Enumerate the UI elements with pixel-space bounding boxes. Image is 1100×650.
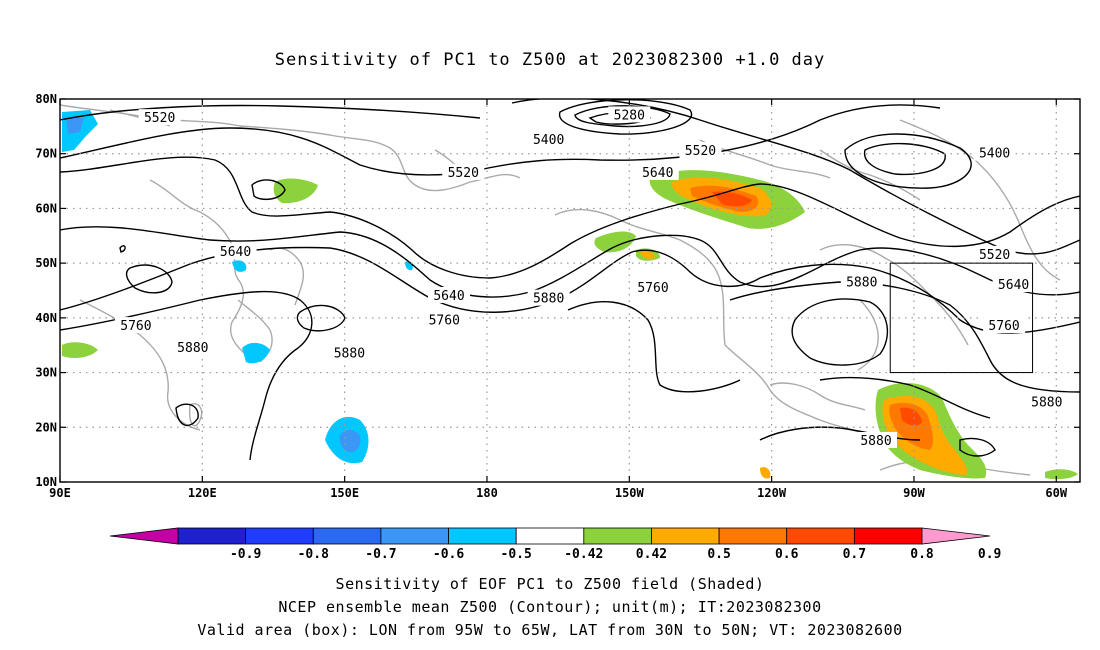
- colorbar-swatch: [177, 527, 247, 545]
- lon-tick-label: 180: [476, 486, 498, 500]
- contour-label: 5760: [429, 314, 460, 329]
- longitude-axis: 90E 120E 150E 180 150W 120W 90W 60W: [49, 99, 1068, 500]
- contour-label-bg: [679, 141, 722, 158]
- contour-label-bg: [973, 144, 1016, 161]
- colorbar-swatch: [245, 527, 314, 545]
- map-frame: [59, 98, 1081, 483]
- caption-contour: NCEP ensemble mean Z500 (Contour); unit(…: [278, 598, 822, 616]
- lon-tick-label: 120E: [188, 486, 217, 500]
- caption-shading: Sensitivity of EOF PC1 to Z500 field (Sh…: [335, 575, 765, 593]
- lat-tick-label: 70N: [35, 147, 57, 161]
- contour-label: 5640: [998, 278, 1029, 293]
- contour-label-bg: [855, 431, 897, 448]
- colorbar-label: -0.9: [230, 547, 261, 562]
- colorbar-swatch: [583, 527, 652, 545]
- colorbar-label: -0.6: [433, 547, 464, 562]
- contour-label-bg: [114, 317, 157, 334]
- lat-tick-label: 30N: [35, 366, 57, 380]
- contour-label: 5400: [979, 147, 1010, 162]
- colorbar-label: 0.8: [910, 547, 934, 562]
- contour-label: 5880: [860, 434, 891, 449]
- lat-tick-label: 60N: [35, 201, 57, 215]
- contour-label: 5520: [685, 144, 716, 159]
- page-title: Sensitivity of PC1 to Z500 at 2023082300…: [274, 50, 826, 70]
- contour-label: 5520: [144, 111, 175, 126]
- contour-label-bg: [328, 344, 371, 361]
- contour-label: 5640: [642, 166, 673, 181]
- colorbar-label: -0.8: [298, 547, 329, 562]
- contour-label-bg: [992, 276, 1035, 293]
- contour-label-bg: [442, 163, 485, 180]
- colorbar-label: -0.5: [501, 547, 532, 562]
- contour-label-bg: [636, 163, 679, 180]
- caption-valid-area: Valid area (box): LON from 95W to 65W, L…: [197, 621, 903, 639]
- contour-label: 5520: [448, 166, 479, 181]
- lon-tick-label: 90W: [903, 486, 925, 500]
- colorbar-label: 0.7: [843, 547, 866, 562]
- contour-label-bg: [632, 278, 675, 295]
- colorbar-label: 0.9: [978, 547, 1001, 562]
- colorbar-low-arrow: [109, 527, 179, 545]
- lon-tick-label: 90E: [49, 486, 71, 500]
- valid-area-box: [889, 262, 1034, 374]
- contour-label: 5880: [846, 275, 877, 290]
- lat-tick-label: 10N: [35, 475, 57, 489]
- colorbar-label: -0.42: [564, 547, 603, 562]
- colorbar-swatch: [380, 527, 449, 545]
- contour-label: 5880: [533, 292, 564, 307]
- colorbar-swatch: [515, 527, 585, 545]
- contour-label-bg: [840, 273, 883, 290]
- colorbar: -0.9 -0.8 -0.7 -0.6 -0.5 -0.42 0.42 0.5 0.6 0.7 0.…: [109, 527, 1001, 562]
- colorbar-label: 0.42: [636, 547, 667, 562]
- lon-tick-label: 60W: [1045, 486, 1067, 500]
- contour-label-bg: [138, 109, 181, 126]
- lon-tick-label: 150E: [330, 486, 359, 500]
- lon-tick-label: 120W: [757, 486, 787, 500]
- contour-label-bg: [973, 245, 1016, 262]
- colorbar-swatch: [786, 527, 855, 545]
- contour-label-bg: [214, 243, 257, 260]
- contour-label-bg: [983, 317, 1026, 334]
- colorbar-label: 0.5: [707, 547, 730, 562]
- contour-label-bg: [527, 289, 570, 306]
- lat-tick-label: 40N: [35, 311, 57, 325]
- colorbar-swatch: [651, 527, 720, 545]
- contour-label: 5520: [979, 248, 1010, 263]
- lat-tick-label: 50N: [35, 256, 57, 270]
- contour-label-bg: [527, 131, 570, 148]
- colorbar-label: -0.7: [365, 547, 396, 562]
- colorbar-label: 0.6: [775, 547, 799, 562]
- colorbar-high-arrow: [921, 527, 991, 545]
- colorbar-swatch: [853, 527, 923, 545]
- contour-label-bg: [1025, 393, 1068, 410]
- colorbar-swatch: [448, 527, 517, 545]
- contour-label: 5400: [533, 133, 564, 148]
- contour-label: 5880: [177, 341, 208, 356]
- lat-tick-label: 80N: [35, 92, 57, 106]
- latitude-axis: 80N 70N 60N 50N 40N 30N 20N 10N: [35, 92, 1080, 489]
- contour-labels: 5520 5280 5400 5520 5400 5520 5640 5640 5520 5880…: [114, 106, 1068, 449]
- lon-tick-label: 150W: [615, 486, 645, 500]
- contour-label: 5880: [334, 346, 365, 361]
- contour-label: 5760: [988, 319, 1019, 334]
- contour-label: 5880: [1031, 396, 1062, 411]
- contour-label-bg: [171, 338, 214, 355]
- contour-label: 5760: [637, 281, 668, 296]
- contour-label-bg: [423, 311, 466, 328]
- contour-label-bg: [608, 106, 651, 123]
- lat-tick-label: 20N: [35, 420, 57, 434]
- contour-label: 5640: [433, 289, 464, 304]
- colorbar-swatch: [312, 527, 382, 545]
- contour-label: 5280: [614, 108, 645, 123]
- colorbar-swatch: [718, 527, 788, 545]
- contour-label: 5640: [220, 245, 251, 260]
- contour-label: 5760: [120, 319, 151, 334]
- contour-label-bg: [428, 286, 471, 303]
- grid-lines: [60, 99, 1080, 482]
